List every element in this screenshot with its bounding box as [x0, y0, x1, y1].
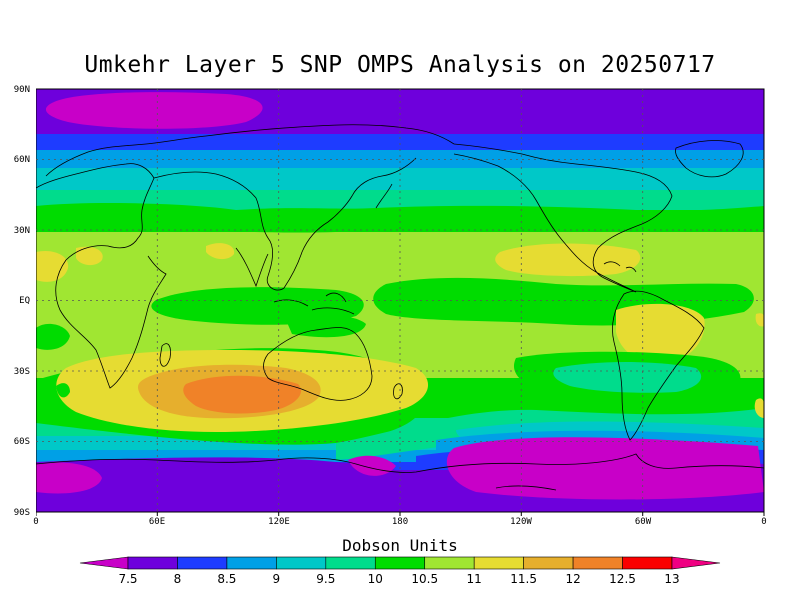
colorbar-swatch — [424, 556, 475, 570]
colorbar-tick-label: 10.5 — [411, 572, 438, 586]
south-indian-12.5 — [183, 375, 302, 414]
colorbar-swatch — [226, 556, 277, 570]
band-9 — [36, 150, 764, 168]
map-title: Umkehr Layer 5 SNP OMPS Analysis on 2025… — [84, 52, 716, 78]
ticks — [36, 512, 765, 516]
colorbar-tick-label: 9 — [273, 572, 281, 586]
colorbar-tick-label: 10 — [368, 572, 383, 586]
atlantic-south-green — [56, 383, 70, 398]
colorbar-tick-label: 12 — [565, 572, 580, 586]
band-10 — [36, 190, 764, 210]
colorbar-swatch — [276, 556, 327, 570]
atlantic-yellow-edge — [755, 313, 764, 327]
central-america-yellow — [495, 243, 641, 277]
colorbar-swatch — [523, 556, 574, 570]
colorbar-title: Dobson Units — [342, 536, 458, 555]
arabia-yellow — [206, 243, 235, 260]
colorbar-tick-label: 11 — [467, 572, 482, 586]
colorbar-tick-label: 7.5 — [118, 572, 137, 586]
colorbar-swatch — [127, 556, 178, 570]
colorbar-tick-label: 11.5 — [510, 572, 537, 586]
antarctic-minimum-west — [446, 437, 764, 500]
colorbar-ticks: 7.5 8 8.5 9 9.5 10 10.5 11 11.5 12 12.5 13 — [118, 572, 679, 586]
ozone-map — [36, 88, 765, 516]
atlantic-green — [36, 323, 70, 350]
south-pacific-east-10 — [553, 362, 702, 393]
colorbar-swatch — [473, 556, 524, 570]
colorbar-swatch — [177, 556, 228, 570]
lat-label-eq: EQ — [19, 296, 30, 306]
colorbar-tick-label: 8.5 — [217, 572, 236, 586]
colorbar-swatches — [79, 556, 721, 570]
colorbar-tick-label: 8 — [174, 572, 182, 586]
arctic-minimum — [45, 92, 263, 129]
sahara-yellow — [76, 246, 103, 266]
south-atlantic-yellow-edge — [754, 398, 764, 418]
colorbar-swatch — [325, 556, 376, 570]
colorbar-tick-label: 9.5 — [316, 572, 335, 586]
indian-ocean-green — [151, 287, 364, 325]
antarctic-minimum-east — [36, 462, 102, 494]
africa-yellow — [36, 250, 69, 282]
colorbar-arrow-low — [79, 556, 129, 570]
north-green-ring — [36, 203, 764, 233]
colorbar-swatch — [622, 556, 673, 570]
lat-label-30n: 30N — [14, 226, 30, 236]
colorbar-swatch — [572, 556, 623, 570]
colorbar-arrow-high — [671, 556, 721, 570]
colorbar-swatch — [374, 556, 426, 570]
lat-label-90n: 90N — [14, 85, 30, 95]
colorbar-tick-label: 13 — [664, 572, 679, 586]
south-america-yellow — [616, 303, 705, 364]
lat-label-60s: 60S — [14, 437, 30, 447]
lat-label-30s: 30S — [14, 367, 30, 377]
lat-label-90s: 90S — [14, 508, 30, 518]
lat-label-60n: 60N — [14, 155, 30, 165]
band-8.5-south — [36, 462, 764, 470]
band-8.5 — [36, 134, 764, 150]
colorbar-tick-label: 12.5 — [609, 572, 636, 586]
graticule — [36, 89, 764, 512]
colorbar: 7.5 8 8.5 9 9.5 10 10.5 11 11.5 12 12.5 13 — [79, 556, 721, 586]
coastlines — [36, 124, 764, 491]
